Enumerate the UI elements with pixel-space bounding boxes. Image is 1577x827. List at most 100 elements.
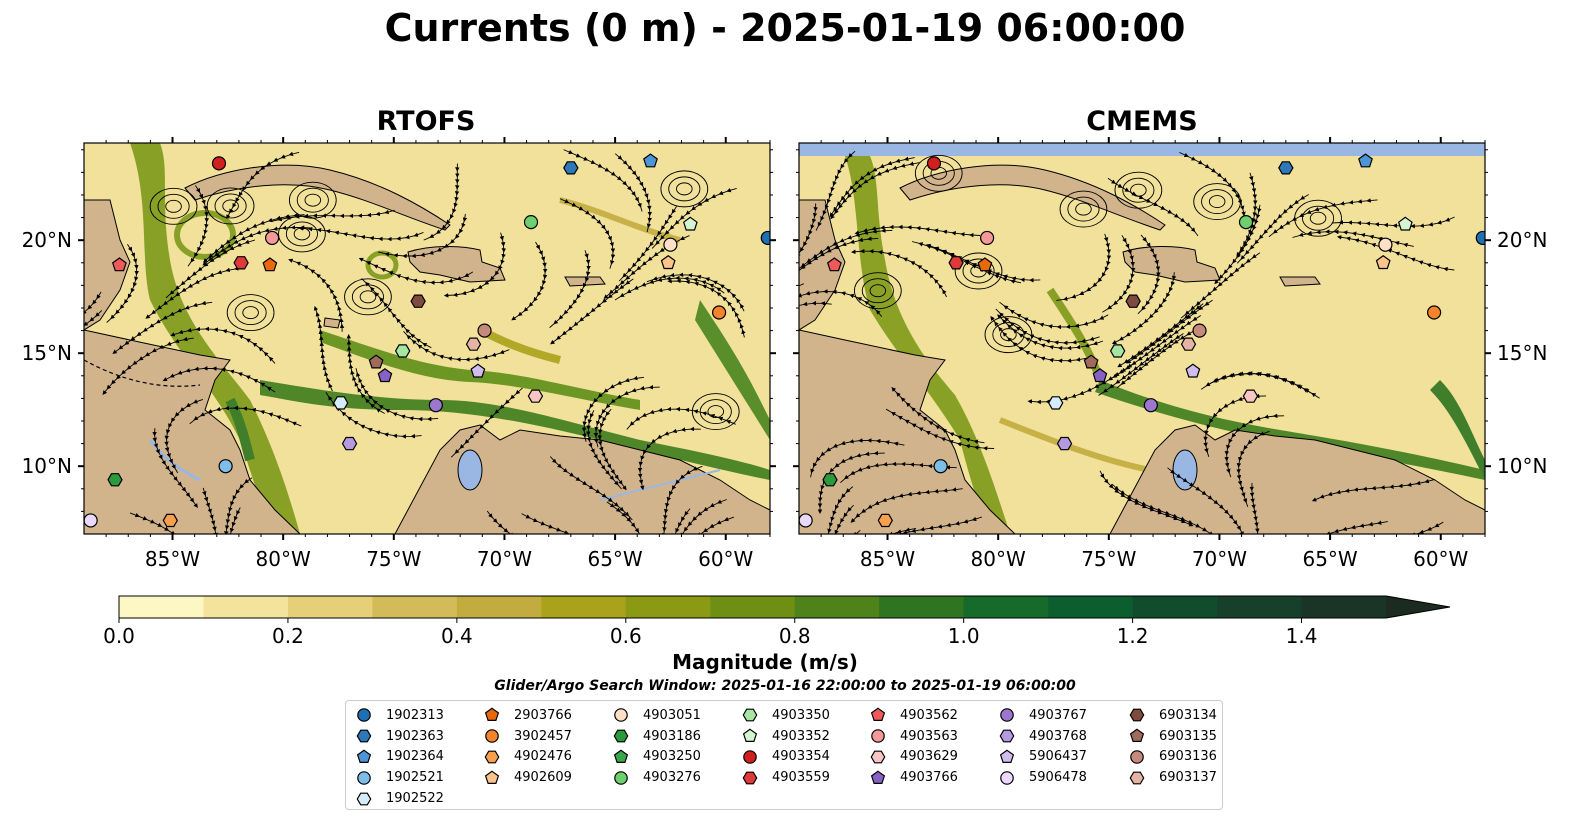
lat-tick-label: 10°N [1497,454,1547,478]
map-panel-rtofs[interactable] [0,143,774,589]
colorbar-tick-label: 1.0 [948,624,980,648]
float-5906437 [1185,363,1201,378]
eddy-streamline [1309,211,1327,225]
legend-entry: 1902363 [356,726,444,747]
streamline [403,330,510,362]
streamline [810,438,905,478]
lon-tick-label: 60°W [1413,547,1468,571]
float-4903559 [233,256,249,270]
streamline [423,163,460,241]
legend-entry: 4903276 [613,767,701,788]
legend-entry: 4903559 [742,767,830,788]
streamline [1268,198,1378,238]
legend-label: 4903352 [772,728,830,744]
float-4903276 [1238,215,1254,230]
legend-column: 2903766 3902457 4902476 4902609 [484,705,572,788]
colorbar-segment [794,596,880,618]
float-4903186 [822,473,838,487]
hexagon-marker-icon [1129,771,1145,785]
float-4903559 [948,256,964,270]
float-2903766 [262,257,278,272]
float-4903352 [1397,216,1413,231]
float-6903135 [1083,354,1099,369]
lon-tick-label: 75°W [1081,547,1136,571]
eddy-streamline [992,322,1025,348]
eddy-streamline [1059,190,1108,228]
legend-entry: 1902313 [356,705,444,726]
streamline [1249,482,1261,534]
streamline [661,516,735,534]
figure-title: Currents (0 m) - 2025-01-19 06:00:00 [384,6,1186,50]
streamline [164,398,204,474]
streamline [129,512,200,534]
legend-entry: 4903767 [999,705,1087,726]
circle-marker-icon [1130,750,1144,764]
float-4903562 [826,257,842,272]
lat-tick-label: 10°N [22,454,72,478]
colorbar-segment [541,596,627,618]
float-1902364 [1358,153,1373,168]
streamline [606,501,650,534]
streamline [854,224,981,238]
circle-marker-icon [357,770,371,785]
lat-tick-label: 20°N [1497,228,1547,252]
legend-label: 4903562 [900,707,958,723]
streamline [851,248,947,298]
hexagon-marker-icon [613,729,629,743]
legend-label: 1902364 [386,749,444,765]
streamlines [799,150,1455,534]
float-4903276 [523,215,539,230]
float-4902609 [1375,255,1391,270]
streamline [815,150,856,231]
map-panel-cmems[interactable] [716,143,1490,600]
colorbar-segment [963,596,1049,618]
eddy-streamline [962,258,995,284]
colorbar-segment [287,596,373,618]
legend-label: 1902522 [386,791,444,807]
streamline [1102,235,1136,313]
pentagon-marker-icon [870,707,886,722]
streamline [637,426,701,491]
float-4903768 [341,436,358,451]
float-4903352 [682,216,698,231]
float-4903563 [979,230,995,246]
legend-column: 4903051 4903186 4903250 4903276 [613,705,701,788]
streamline [84,291,102,336]
eddy-streamline [853,272,902,310]
float-2903766 [977,257,993,272]
streamline [378,213,468,259]
legend-label: 6903136 [1159,749,1217,765]
legend-label: 5906437 [1029,749,1087,765]
lon-tick-label: 70°W [477,547,532,571]
eddy-streamline [984,316,1033,354]
legend-entry: 4902609 [484,767,572,788]
legend-entry: 1902521 [356,767,444,788]
streamline [511,241,548,321]
eddy-streamline [1130,183,1147,197]
streamline [614,153,653,233]
streamline [1200,371,1312,394]
colorbar-tick-label: 1.2 [1117,624,1149,648]
colorbar-tick-label: 0.8 [779,624,811,648]
legend-label: 5906478 [1029,770,1087,786]
float-4903051 [1378,237,1393,252]
legend-entry: 1902522 [356,788,444,809]
pentagon-marker-icon [870,770,886,784]
legend-label: 4903629 [900,749,958,765]
float-4903350 [1109,344,1126,358]
lon-tick-label: 85°W [860,547,915,571]
float-1902522 [1048,396,1064,410]
float-4903051 [663,237,678,252]
streamline [1332,521,1444,534]
pentagon-marker-icon [742,728,758,743]
eddy-streamline [691,393,740,431]
eddy-streamline [242,306,259,320]
legend-entry: 5906437 [999,747,1087,768]
legend-label: 3902457 [514,728,572,744]
legend-entry: 1902364 [356,747,444,768]
legend-entry: 4903250 [613,747,701,768]
float-4903767 [428,398,443,413]
eddy-streamline [1075,202,1092,216]
float-4903766 [377,368,393,383]
float-1902521 [218,459,233,474]
